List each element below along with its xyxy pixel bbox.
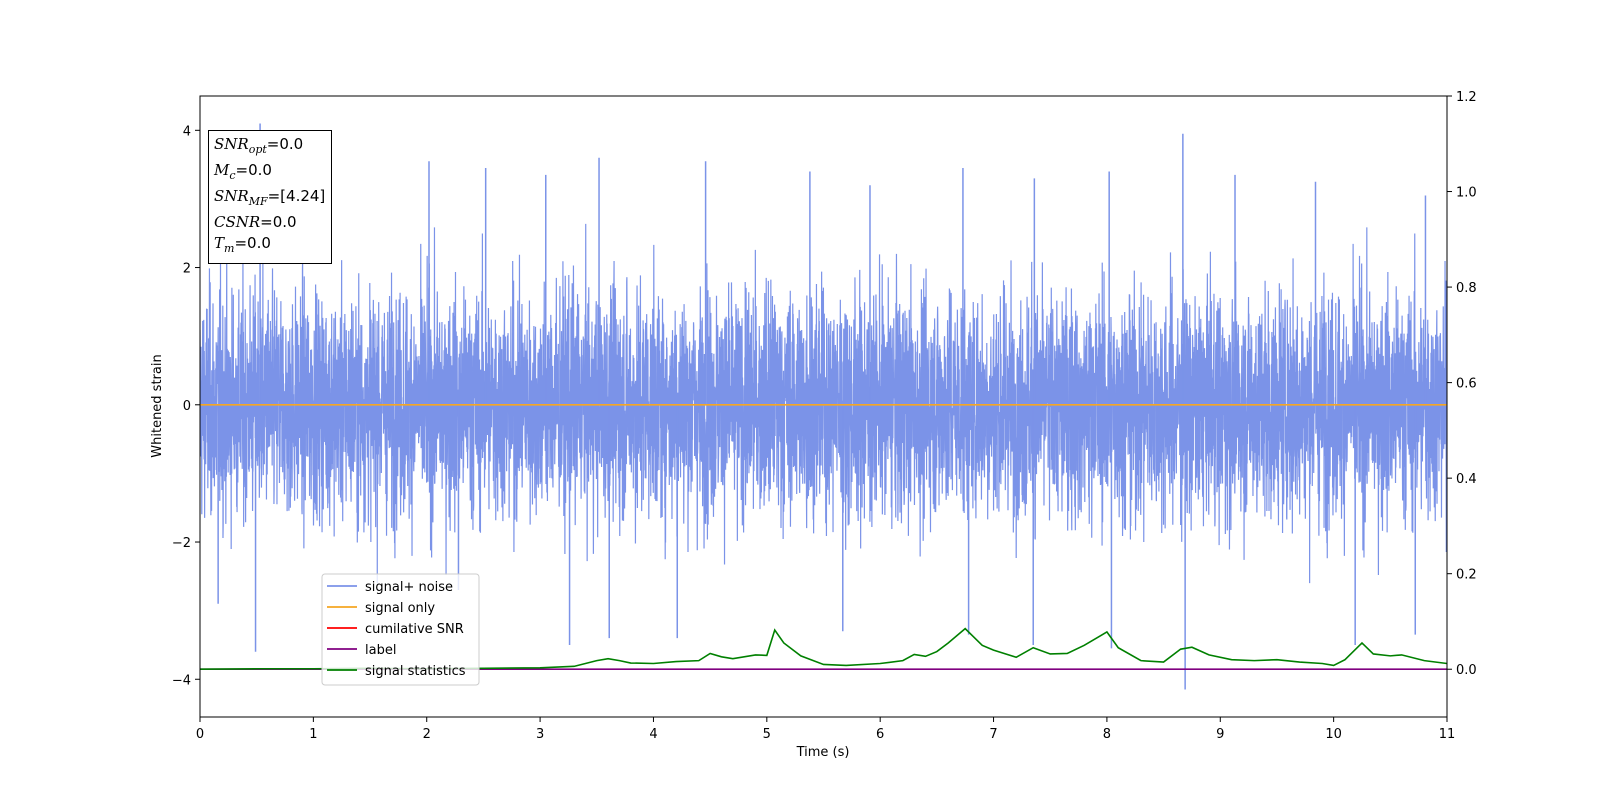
x-tick-label: 10 xyxy=(1325,727,1342,742)
x-tick-label: 2 xyxy=(423,727,431,742)
y-tick-label: −2 xyxy=(172,536,191,551)
x-tick-label: 7 xyxy=(989,727,997,742)
y-tick-label: −4 xyxy=(172,673,191,688)
y-tick-label: 0 xyxy=(183,399,191,414)
x-axis-label: Time (s) xyxy=(796,745,850,760)
info-mc: Mc=0.0 xyxy=(214,161,272,182)
x-tick-label: 0 xyxy=(196,727,204,742)
y-axis-label: Whitened strain xyxy=(150,354,165,457)
plot-layer xyxy=(200,123,1447,690)
info-tm: Tm=0.0 xyxy=(214,234,271,255)
x-tick-label: 1 xyxy=(309,727,317,742)
legend-label: cumilative SNR xyxy=(365,622,464,637)
legend-label: signal+ noise xyxy=(365,580,453,595)
legend-box xyxy=(321,573,480,686)
x-tick-label: 5 xyxy=(763,727,771,742)
x-tick-label: 9 xyxy=(1216,727,1224,742)
axes: 0 1 2 3 4 5 6 7 8 9 10 11 4 2 0 −2 −4 1.2 1.0 0.8 0.6 0.4 0.2 0… xyxy=(172,90,1477,742)
x-tick-label: 6 xyxy=(876,727,884,742)
y-tick-label: 2 xyxy=(183,262,191,277)
info-box: SNRopt=0.0 Mc=0.0 SNRMF=[4.24] CSNR=0.0 … xyxy=(208,130,333,264)
y2-tick-label: 0.8 xyxy=(1456,281,1477,296)
x-tick-label: 4 xyxy=(649,727,657,742)
y2-tick-label: 0.4 xyxy=(1456,472,1477,487)
info-snr-mf: SNRMF=[4.24] xyxy=(214,187,326,208)
series-signal-statistics-line xyxy=(200,627,1447,671)
plot-frame xyxy=(199,95,1448,718)
x-tick-label: 3 xyxy=(536,727,544,742)
info-snr-opt: SNRopt=0.0 xyxy=(214,135,304,156)
legend-label: signal only xyxy=(365,601,435,616)
y2-tick-label: 1.2 xyxy=(1456,90,1477,105)
y2-tick-label: 0.6 xyxy=(1456,377,1477,392)
legend-label: signal statistics xyxy=(365,664,466,679)
y2-tick-label: 0.2 xyxy=(1456,568,1477,583)
x-tick-label: 11 xyxy=(1439,727,1456,742)
y2-tick-label: 1.0 xyxy=(1456,186,1477,201)
info-csnr: CSNR=0.0 xyxy=(214,213,297,231)
series-signal-noise-line xyxy=(200,223,1447,584)
legend: signal+ noise signal only cumilative SNR la… xyxy=(321,573,480,686)
legend-label: label xyxy=(365,643,396,658)
y2-tick-label: 0.0 xyxy=(1456,663,1477,678)
x-tick-label: 8 xyxy=(1103,727,1111,742)
y-tick-label: 4 xyxy=(183,124,191,139)
